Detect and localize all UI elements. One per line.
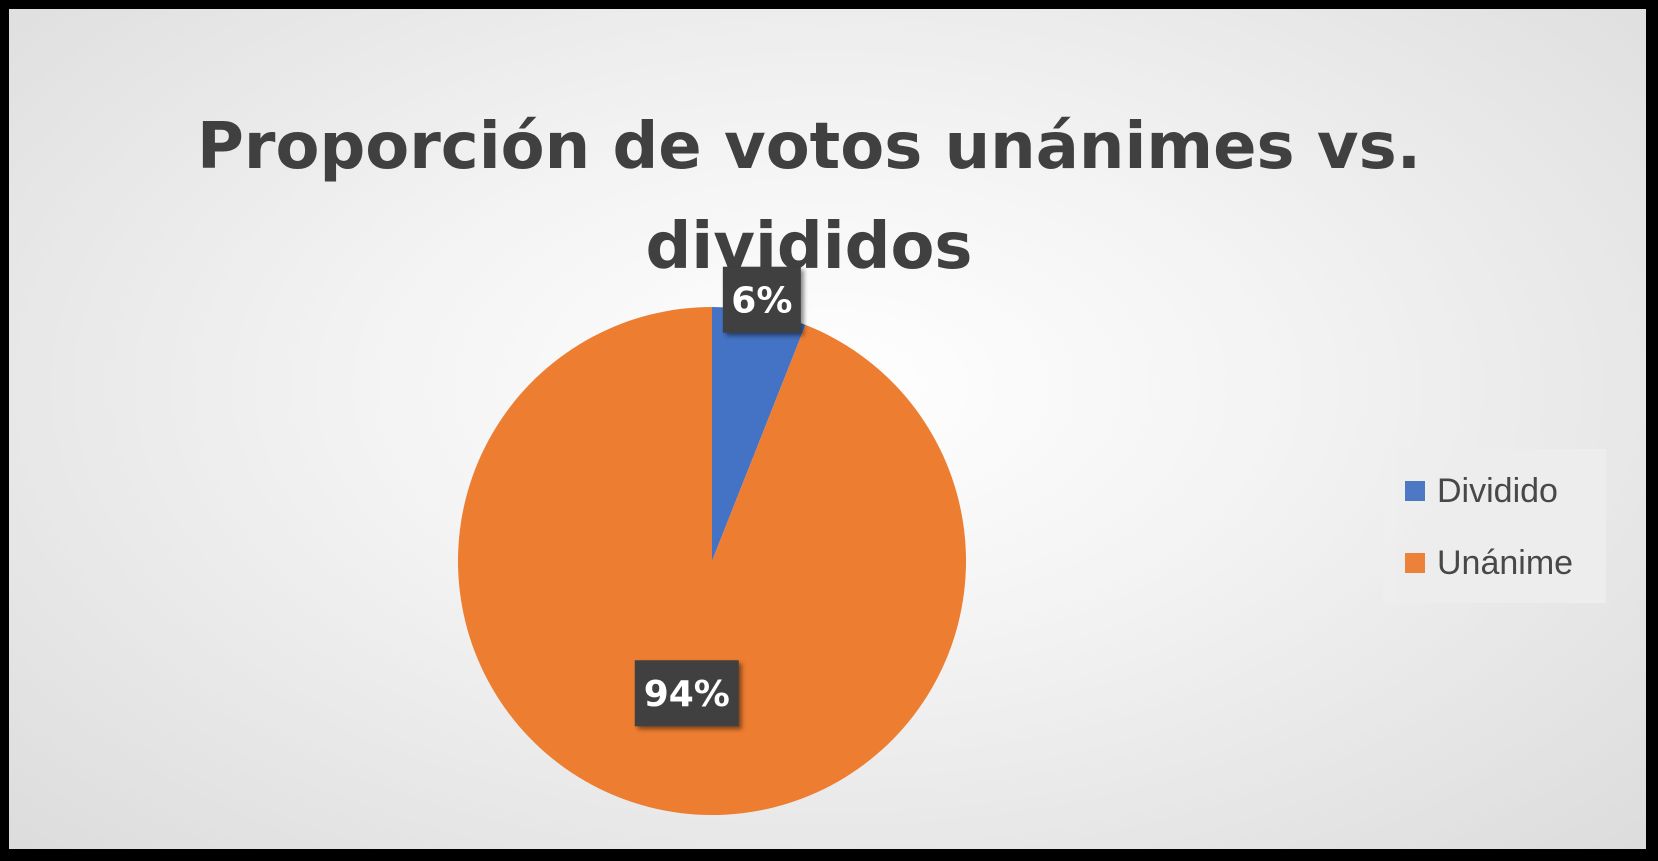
data-label-text-unanime: 94% [644, 674, 730, 715]
chart-legend: Dividido Unánime [1383, 449, 1606, 603]
data-label-box-unanime [634, 660, 739, 727]
legend-label-dividido: Dividido [1437, 471, 1558, 510]
legend-swatch-unanime [1405, 553, 1425, 573]
chart-title: Proporción de votos unánimes vs. dividid… [197, 110, 1421, 284]
data-label-dividido: 6% [722, 266, 801, 333]
legend-swatch-dividido [1405, 481, 1425, 501]
data-label-box-dividido [722, 266, 801, 333]
pie-slice-unanime [458, 307, 967, 816]
legend-item-unanime: Unánime [1405, 543, 1573, 583]
pie-slice-dividido [712, 307, 806, 561]
pie-chart: 6% 94% [458, 266, 967, 816]
legend-label-unanime: Unánime [1437, 543, 1574, 582]
data-label-text-dividido: 6% [731, 281, 792, 322]
data-label-unanime: 94% [634, 660, 739, 727]
legend-item-dividido: Dividido [1405, 471, 1558, 511]
